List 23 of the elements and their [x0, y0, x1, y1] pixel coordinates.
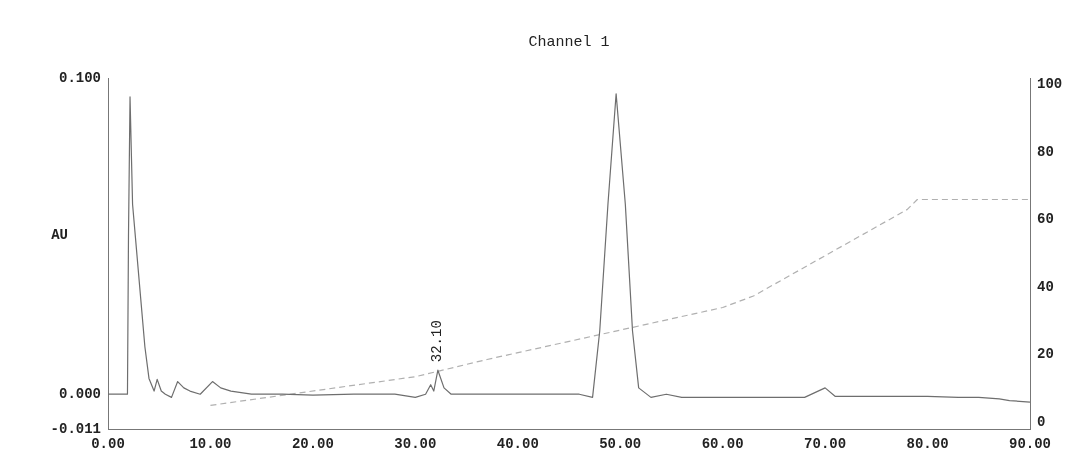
x-tick-label: 90.00 [1008, 435, 1052, 452]
y-axis-title: AU [51, 227, 68, 244]
y2-tick-label: 0 [1037, 413, 1046, 430]
x-tick-label: 10.00 [189, 435, 232, 452]
y-tick-label: 0.000 [58, 385, 101, 402]
x-tick-label: 20.00 [291, 435, 334, 452]
x-tick-label: 0.00 [91, 435, 125, 452]
x-tick-label: 70.00 [804, 435, 847, 452]
y2-tick-label: 80 [1037, 143, 1054, 160]
y2-tick-label: 20 [1037, 346, 1054, 363]
line-series [209, 198, 1030, 406]
y2-tick-label: 100 [1037, 76, 1063, 93]
x-tick-label: 30.00 [394, 435, 437, 452]
x-tick-label: 60.00 [701, 435, 744, 452]
y2-tick-label: 40 [1037, 278, 1054, 295]
chart-title: Channel 1 [528, 33, 610, 51]
y-tick-label: -0.011 [50, 420, 101, 437]
y2-tick-label: 60 [1037, 211, 1054, 228]
x-tick-label: 50.00 [599, 435, 642, 452]
y-tick-label: 0.100 [58, 69, 101, 86]
x-tick-label: 40.00 [496, 435, 539, 452]
annotation: 32.10 [428, 320, 445, 363]
x-tick-label: 80.00 [906, 435, 949, 452]
